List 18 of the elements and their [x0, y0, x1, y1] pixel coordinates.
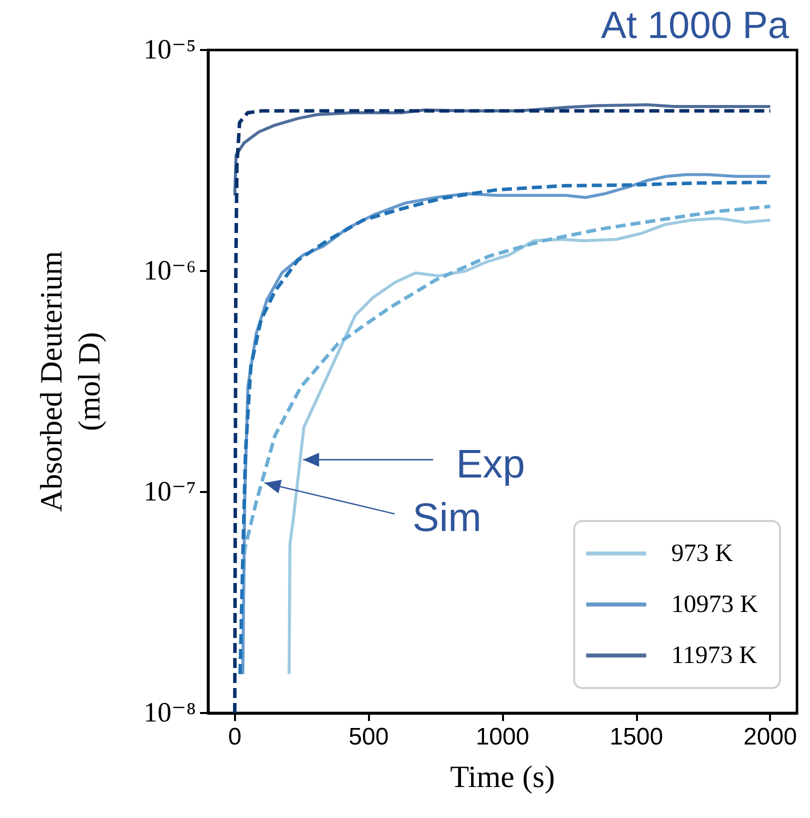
x-tick-label: 1500 — [610, 724, 664, 750]
y-tick-label: 10⁻⁸ — [143, 698, 196, 728]
legend-label: 10973 K — [671, 591, 758, 618]
annotation: Exp — [456, 442, 526, 487]
x-axis-title: Time (s) — [450, 759, 555, 794]
x-tick-label: 0 — [228, 724, 242, 750]
y-tick-label: 10⁻⁵ — [143, 34, 196, 66]
y-axis-title: Absorbed Deuterium (mol D) — [34, 251, 106, 512]
y-tick-label: 10⁻⁷ — [143, 476, 196, 508]
x-tick-label: 1000 — [476, 724, 530, 750]
chart-title: At 1000 Pa — [600, 5, 790, 47]
y-tick-label: 10⁻⁶ — [143, 256, 196, 286]
line-series — [233, 109, 772, 715]
x-tick-label: 2000 — [744, 724, 797, 750]
annotation: Sim — [412, 496, 482, 540]
legend-label: 11973 K — [671, 642, 758, 669]
x-tick-label: 500 — [348, 724, 389, 750]
legend-label: 973 K — [671, 540, 734, 567]
